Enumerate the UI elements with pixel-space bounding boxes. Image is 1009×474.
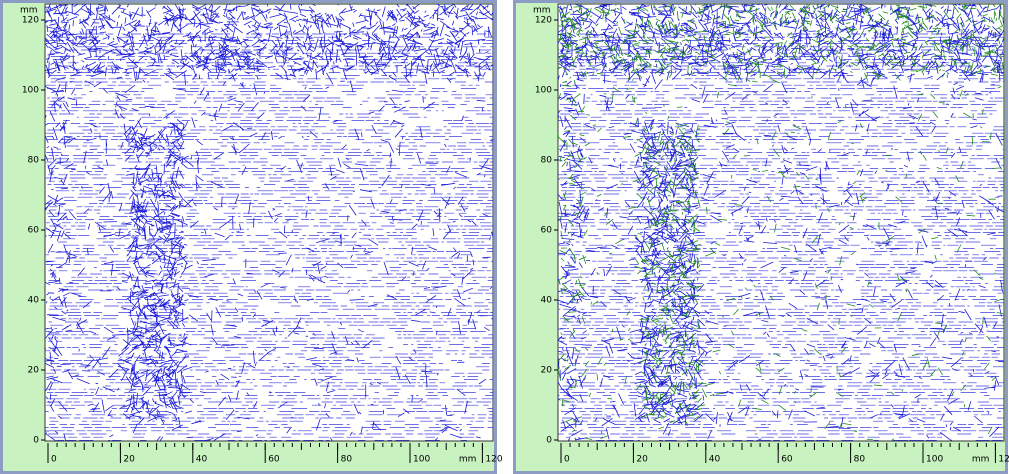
x-tick-label: 0 (564, 455, 570, 465)
y-tick-label: 20 (541, 366, 553, 376)
x-tick-label: 80 (341, 455, 353, 465)
y-unit: mm (533, 6, 551, 16)
x-tick-label: 20 (636, 455, 648, 465)
x-tick-label: 40 (196, 455, 208, 465)
x-tick-label: 60 (268, 455, 280, 465)
y-tick-label: 40 (541, 296, 553, 306)
trace-layer (45, 4, 493, 441)
x-unit: mm (459, 455, 477, 465)
y-tick-label: 60 (28, 226, 40, 236)
y-tick-label: 0 (33, 436, 39, 446)
y-tick-label: 100 (535, 86, 552, 96)
x-tick-label: 100 (413, 455, 430, 465)
trace-hatch (558, 33, 1004, 441)
x-tick-label: 120 (998, 455, 1009, 465)
y-tick-label: 120 (22, 16, 39, 26)
y-tick-label: 60 (541, 226, 553, 236)
y-tick-label: 100 (22, 86, 39, 96)
x-tick-label: 40 (709, 455, 721, 465)
x-tick-label: 60 (781, 455, 793, 465)
x-tick-label: 120 (485, 455, 502, 465)
y-tick-label: 0 (546, 436, 552, 446)
x-tick-label: 100 (926, 455, 943, 465)
y-tick-label: 40 (28, 296, 40, 306)
y-tick-label: 80 (541, 156, 553, 166)
y-tick-label: 20 (28, 366, 40, 376)
x-tick-label: 0 (51, 455, 57, 465)
x-unit: mm (972, 455, 990, 465)
trace-strokes (45, 4, 493, 441)
trace-strokes (558, 4, 1004, 441)
y-tick-label: 120 (535, 16, 552, 26)
y-unit: mm (20, 6, 38, 16)
trace-layer (558, 4, 1004, 441)
x-tick-label: 80 (854, 455, 866, 465)
y-tick-label: 80 (28, 156, 40, 166)
x-tick-label: 20 (123, 455, 135, 465)
